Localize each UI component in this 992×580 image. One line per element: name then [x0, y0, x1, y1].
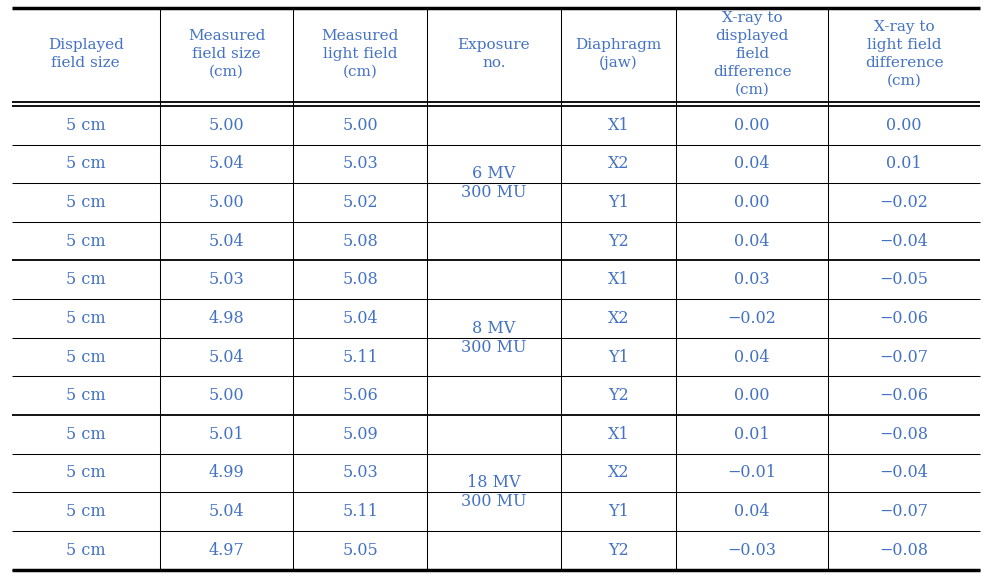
Text: 6 MV: 6 MV [472, 165, 516, 182]
Text: 5.08: 5.08 [342, 271, 378, 288]
Text: X1: X1 [608, 117, 629, 134]
Text: 5.04: 5.04 [208, 503, 244, 520]
Text: 4.97: 4.97 [208, 542, 244, 559]
Text: 4.98: 4.98 [208, 310, 244, 327]
Text: X2: X2 [608, 465, 629, 481]
Text: 5.11: 5.11 [342, 503, 378, 520]
Text: 300 MU: 300 MU [461, 339, 527, 356]
Text: 0.00: 0.00 [887, 117, 922, 134]
Text: −0.07: −0.07 [880, 349, 929, 365]
Text: X2: X2 [608, 155, 629, 172]
Text: 5 cm: 5 cm [66, 271, 105, 288]
Text: X2: X2 [608, 310, 629, 327]
Text: 5 cm: 5 cm [66, 387, 105, 404]
Text: 0.04: 0.04 [734, 155, 770, 172]
Text: 5 cm: 5 cm [66, 155, 105, 172]
Text: 5.04: 5.04 [208, 155, 244, 172]
Text: 5.00: 5.00 [208, 117, 244, 134]
Text: Y1: Y1 [608, 194, 629, 211]
Text: −0.05: −0.05 [880, 271, 929, 288]
Text: 5 cm: 5 cm [66, 117, 105, 134]
Text: 5.05: 5.05 [342, 542, 378, 559]
Text: 0.03: 0.03 [734, 271, 770, 288]
Text: 5 cm: 5 cm [66, 194, 105, 211]
Text: Y1: Y1 [608, 503, 629, 520]
Text: 5.03: 5.03 [342, 465, 378, 481]
Text: −0.07: −0.07 [880, 503, 929, 520]
Text: 300 MU: 300 MU [461, 184, 527, 201]
Text: Y2: Y2 [608, 387, 629, 404]
Text: 18 MV: 18 MV [467, 474, 521, 491]
Text: 5 cm: 5 cm [66, 233, 105, 249]
Text: −0.04: −0.04 [880, 465, 929, 481]
Text: Measured
field size
(cm): Measured field size (cm) [187, 29, 265, 79]
Text: 5 cm: 5 cm [66, 349, 105, 365]
Text: X-ray to
displayed
field
difference
(cm): X-ray to displayed field difference (cm) [713, 11, 792, 96]
Text: −0.04: −0.04 [880, 233, 929, 249]
Text: 0.00: 0.00 [734, 387, 770, 404]
Text: Y1: Y1 [608, 349, 629, 365]
Text: Diaphragm
(jaw): Diaphragm (jaw) [575, 38, 662, 70]
Text: 5 cm: 5 cm [66, 503, 105, 520]
Text: 5.04: 5.04 [208, 349, 244, 365]
Text: 8 MV: 8 MV [472, 320, 516, 336]
Text: −0.02: −0.02 [880, 194, 929, 211]
Text: 0.01: 0.01 [886, 155, 922, 172]
Text: 5.04: 5.04 [208, 233, 244, 249]
Text: 5.00: 5.00 [208, 194, 244, 211]
Text: Y2: Y2 [608, 542, 629, 559]
Text: 5.03: 5.03 [342, 155, 378, 172]
Text: 0.04: 0.04 [734, 349, 770, 365]
Text: 5.11: 5.11 [342, 349, 378, 365]
Text: 0.04: 0.04 [734, 503, 770, 520]
Text: 5.01: 5.01 [208, 426, 244, 443]
Text: 300 MU: 300 MU [461, 494, 527, 510]
Text: 5.08: 5.08 [342, 233, 378, 249]
Text: −0.06: −0.06 [880, 310, 929, 327]
Text: 5.00: 5.00 [208, 387, 244, 404]
Text: −0.02: −0.02 [728, 310, 777, 327]
Text: X-ray to
light field
difference
(cm): X-ray to light field difference (cm) [865, 20, 943, 88]
Text: −0.01: −0.01 [727, 465, 777, 481]
Text: 5 cm: 5 cm [66, 310, 105, 327]
Text: X1: X1 [608, 426, 629, 443]
Text: −0.03: −0.03 [727, 542, 777, 559]
Text: 4.99: 4.99 [208, 465, 244, 481]
Text: 5.03: 5.03 [208, 271, 244, 288]
Text: −0.06: −0.06 [880, 387, 929, 404]
Text: Displayed
field size: Displayed field size [48, 38, 124, 70]
Text: 5 cm: 5 cm [66, 465, 105, 481]
Text: Measured
light field
(cm): Measured light field (cm) [321, 29, 399, 79]
Text: 5.04: 5.04 [342, 310, 378, 327]
Text: 0.04: 0.04 [734, 233, 770, 249]
Text: 5 cm: 5 cm [66, 426, 105, 443]
Text: 5 cm: 5 cm [66, 542, 105, 559]
Text: 5.02: 5.02 [342, 194, 378, 211]
Text: 5.09: 5.09 [342, 426, 378, 443]
Text: Exposure
no.: Exposure no. [457, 38, 530, 70]
Text: −0.08: −0.08 [880, 426, 929, 443]
Text: Y2: Y2 [608, 233, 629, 249]
Text: 0.00: 0.00 [734, 194, 770, 211]
Text: −0.08: −0.08 [880, 542, 929, 559]
Text: 0.01: 0.01 [734, 426, 770, 443]
Text: 0.00: 0.00 [734, 117, 770, 134]
Text: X1: X1 [608, 271, 629, 288]
Text: 5.06: 5.06 [342, 387, 378, 404]
Text: 5.00: 5.00 [342, 117, 378, 134]
